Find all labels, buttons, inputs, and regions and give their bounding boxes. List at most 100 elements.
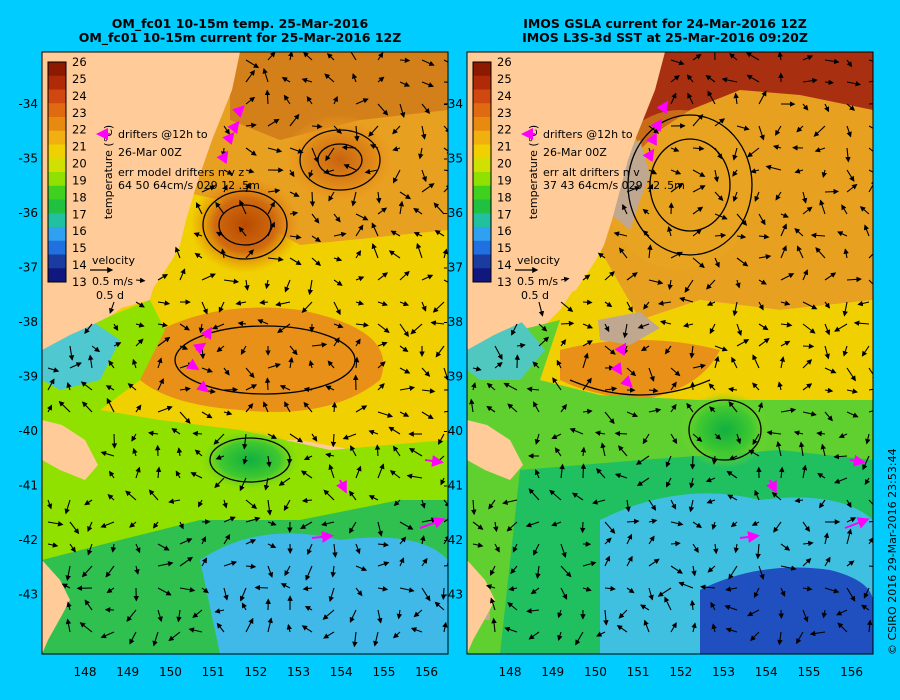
left-cold-eddy <box>200 430 300 490</box>
colorbar-swatch <box>473 213 491 228</box>
velocity-arrow <box>311 257 322 267</box>
velocity-arrow <box>179 386 191 392</box>
velocity-arrow <box>308 169 314 179</box>
velocity-arrow <box>640 345 650 352</box>
velocity-arrow <box>223 410 233 416</box>
velocity-arrow <box>868 147 873 153</box>
velocity-arrow <box>393 499 401 507</box>
velocity-arrow <box>746 74 760 83</box>
velocity-arrow <box>757 401 764 413</box>
velocity-arrow <box>46 499 53 510</box>
velocity-arrow <box>640 604 650 611</box>
velocity-arrow <box>493 521 499 533</box>
velocity-arrow <box>846 528 853 545</box>
velocity-arrow <box>823 532 830 545</box>
velocity-arrow <box>239 199 247 215</box>
velocity-arrow <box>780 300 791 306</box>
velocity-arrow <box>289 345 298 356</box>
velocity-arrow <box>377 323 390 333</box>
velocity-arrow <box>706 498 716 504</box>
velocity-arrow <box>65 618 72 633</box>
velocity-arrow <box>863 587 870 599</box>
velocity-arrow <box>330 565 336 578</box>
velocity-arrow <box>443 499 448 508</box>
velocity-arrow <box>112 323 119 332</box>
velocity-arrow <box>556 359 562 369</box>
velocity-arrow <box>503 382 518 391</box>
colorbar-swatch <box>473 185 491 200</box>
velocity-arrow <box>84 323 93 334</box>
velocity-arrow <box>813 125 826 137</box>
velocity-arrow <box>824 79 834 86</box>
velocity-arrow <box>538 301 545 317</box>
velocity-arrow <box>706 300 716 306</box>
velocity-arrow <box>670 59 685 66</box>
velocity-arrow <box>289 234 302 240</box>
velocity-arrow <box>218 301 225 313</box>
velocity-arrow <box>647 244 653 259</box>
velocity-arrow <box>747 609 760 617</box>
velocity-arrow <box>129 631 137 645</box>
velocity-arrow <box>413 609 423 618</box>
velocity-arrow <box>300 521 313 529</box>
velocity-arrow <box>388 426 401 435</box>
velocity-arrow <box>267 543 277 549</box>
velocity-arrow <box>596 631 606 637</box>
velocity-arrow <box>648 518 658 525</box>
velocity-arrow <box>377 463 385 479</box>
velocity-arrow <box>100 631 115 639</box>
velocity-arrow <box>190 472 203 479</box>
velocity-arrow <box>331 401 338 413</box>
velocity-arrow <box>687 92 694 105</box>
velocity-arrow <box>526 386 540 392</box>
velocity-arrow <box>526 608 540 614</box>
left-legend: drifters @12h to 26-Mar 00Z err model dr… <box>90 128 260 302</box>
velocity-arrow <box>508 585 518 592</box>
velocity-arrow <box>171 428 181 435</box>
velocity-arrow <box>679 296 694 303</box>
right-drifters <box>610 100 870 543</box>
velocity-arrow <box>765 164 782 171</box>
velocity-arrow <box>846 183 858 193</box>
colorbar-tick: 17 <box>72 207 87 221</box>
velocity-arrow <box>377 383 385 391</box>
velocity-arrow <box>254 584 269 591</box>
velocity-arrow <box>262 67 269 83</box>
velocity-arrow <box>751 520 760 526</box>
velocity-arrow <box>824 188 839 195</box>
right-legend-err-2: 37 43 64cm/s 029 12 .5m <box>543 179 685 192</box>
velocity-arrow <box>148 489 159 501</box>
lat-tick-label: -42 <box>18 533 38 547</box>
velocity-arrow <box>747 147 760 158</box>
velocity-arrow <box>302 585 313 592</box>
left-panel-title: OM_fc01 10-15m temp. 25-Mar-2016 OM_fc01… <box>60 17 420 45</box>
colorbar-tick: 16 <box>497 224 512 238</box>
velocity-arrow <box>735 433 742 445</box>
velocity-arrow <box>648 558 660 567</box>
lat-tick-label: -40 <box>443 424 463 438</box>
velocity-arrow <box>79 622 93 633</box>
velocity-arrow <box>490 565 496 576</box>
right-panel-title: IMOS GSLA current for 24-Mar-2016 12Z IM… <box>485 17 845 45</box>
velocity-arrow <box>377 561 390 567</box>
velocity-arrow <box>421 388 436 394</box>
lat-axis-left: -34 -35 -36 -37 -38 -39 -40 -41 -42 -43 <box>18 97 38 602</box>
velocity-arrow <box>421 59 435 66</box>
velocity-arrow <box>775 125 782 136</box>
velocity-arrow <box>267 52 276 61</box>
velocity-arrow <box>579 521 586 534</box>
velocity-arrow <box>410 627 423 633</box>
velocity-arrow <box>343 164 357 171</box>
velocity-arrow <box>179 538 193 545</box>
velocity-arrow <box>377 586 389 592</box>
colorbar-tick: 25 <box>497 72 512 86</box>
right-legend: drifters @12h to 26-Mar 00Z err alt drif… <box>515 128 685 302</box>
velocity-arrow <box>421 125 427 140</box>
velocity-arrow <box>625 499 631 513</box>
right-map-panel <box>467 52 873 654</box>
velocity-arrow <box>843 248 849 259</box>
velocity-arrow <box>731 356 738 369</box>
velocity-arrow <box>373 631 379 647</box>
right-colorbar: 26 25 24 23 22 21 20 19 18 17 16 15 14 13 temperature … <box>472 55 540 289</box>
velocity-arrow <box>168 498 181 504</box>
